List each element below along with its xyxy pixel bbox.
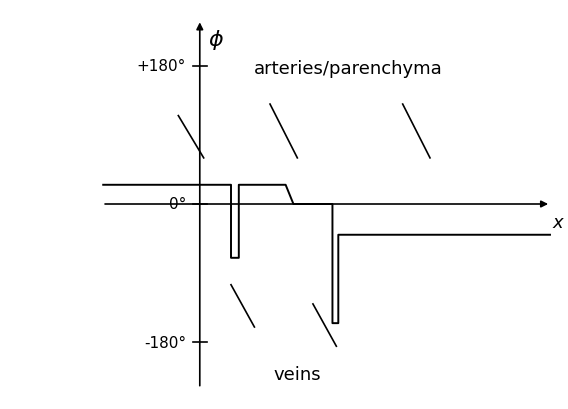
Text: $\phi$: $\phi$ (208, 28, 224, 52)
Text: x: x (553, 213, 563, 231)
Text: 0°: 0° (169, 197, 186, 212)
Text: +180°: +180° (137, 59, 186, 74)
Text: veins: veins (274, 366, 321, 384)
Text: arteries/parenchyma: arteries/parenchyma (254, 60, 442, 78)
Text: -180°: -180° (144, 335, 186, 350)
